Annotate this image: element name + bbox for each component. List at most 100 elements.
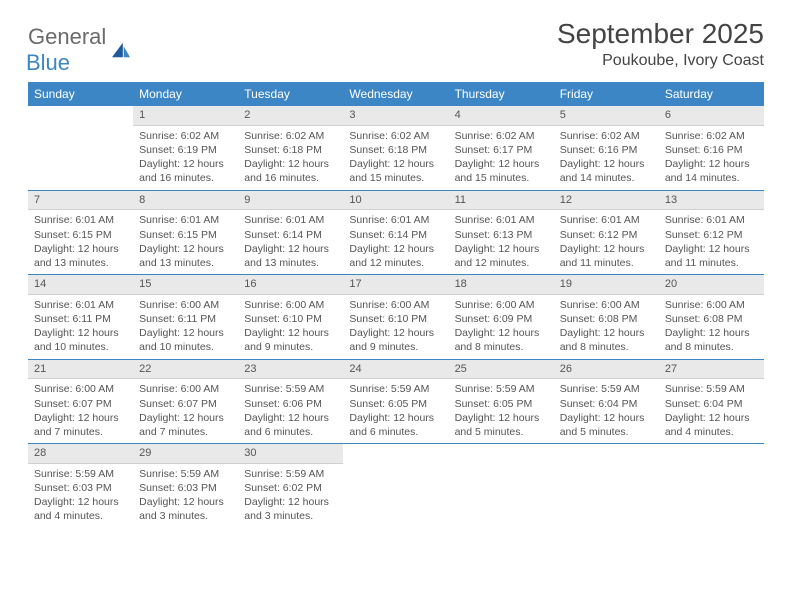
daylight-text: Daylight: 12 hours and 6 minutes. [244, 411, 337, 439]
sunrise-text: Sunrise: 6:01 AM [139, 213, 232, 227]
sunrise-text: Sunrise: 6:00 AM [455, 298, 548, 312]
calendar-day-cell: 21Sunrise: 6:00 AMSunset: 6:07 PMDayligh… [28, 359, 133, 444]
day-number: 11 [449, 191, 554, 211]
weekday-header: Friday [554, 82, 659, 106]
sunrise-text: Sunrise: 6:01 AM [665, 213, 758, 227]
daylight-text: Daylight: 12 hours and 11 minutes. [665, 242, 758, 270]
sunset-text: Sunset: 6:11 PM [139, 312, 232, 326]
day-number: 6 [659, 106, 764, 126]
day-number: 5 [554, 106, 659, 126]
sunrise-text: Sunrise: 6:00 AM [34, 382, 127, 396]
calendar-day-cell: 16Sunrise: 6:00 AMSunset: 6:10 PMDayligh… [238, 275, 343, 360]
sunrise-text: Sunrise: 6:02 AM [139, 129, 232, 143]
sunrise-text: Sunrise: 6:02 AM [244, 129, 337, 143]
day-details: Sunrise: 5:59 AMSunset: 6:06 PMDaylight:… [238, 379, 343, 443]
daylight-text: Daylight: 12 hours and 16 minutes. [139, 157, 232, 185]
weekday-header: Tuesday [238, 82, 343, 106]
day-details: Sunrise: 6:00 AMSunset: 6:08 PMDaylight:… [659, 295, 764, 359]
sunset-text: Sunset: 6:18 PM [244, 143, 337, 157]
calendar-day-cell: 11Sunrise: 6:01 AMSunset: 6:13 PMDayligh… [449, 190, 554, 275]
calendar-day-cell: 27Sunrise: 5:59 AMSunset: 6:04 PMDayligh… [659, 359, 764, 444]
sunrise-text: Sunrise: 6:02 AM [349, 129, 442, 143]
day-number: 23 [238, 360, 343, 380]
sunset-text: Sunset: 6:02 PM [244, 481, 337, 495]
day-details: Sunrise: 6:02 AMSunset: 6:19 PMDaylight:… [133, 126, 238, 190]
day-number: 26 [554, 360, 659, 380]
calendar-day-cell: 17Sunrise: 6:00 AMSunset: 6:10 PMDayligh… [343, 275, 448, 360]
month-title: September 2025 [557, 18, 764, 50]
sunset-text: Sunset: 6:12 PM [665, 228, 758, 242]
day-number: 28 [28, 444, 133, 464]
calendar-day-cell: 9Sunrise: 6:01 AMSunset: 6:14 PMDaylight… [238, 190, 343, 275]
day-number: 8 [133, 191, 238, 211]
calendar-day-cell: 24Sunrise: 5:59 AMSunset: 6:05 PMDayligh… [343, 359, 448, 444]
daylight-text: Daylight: 12 hours and 15 minutes. [455, 157, 548, 185]
day-details: Sunrise: 5:59 AMSunset: 6:02 PMDaylight:… [238, 464, 343, 528]
calendar-day-cell [343, 444, 448, 528]
sunset-text: Sunset: 6:10 PM [244, 312, 337, 326]
sunrise-text: Sunrise: 5:59 AM [34, 467, 127, 481]
page-header: General Blue September 2025 Poukoube, Iv… [28, 18, 764, 76]
sunrise-text: Sunrise: 5:59 AM [139, 467, 232, 481]
daylight-text: Daylight: 12 hours and 12 minutes. [455, 242, 548, 270]
sunrise-text: Sunrise: 6:01 AM [244, 213, 337, 227]
day-number: 19 [554, 275, 659, 295]
daylight-text: Daylight: 12 hours and 5 minutes. [560, 411, 653, 439]
day-number: 9 [238, 191, 343, 211]
daylight-text: Daylight: 12 hours and 13 minutes. [139, 242, 232, 270]
day-details: Sunrise: 6:00 AMSunset: 6:10 PMDaylight:… [238, 295, 343, 359]
sunset-text: Sunset: 6:14 PM [349, 228, 442, 242]
daylight-text: Daylight: 12 hours and 3 minutes. [139, 495, 232, 523]
daylight-text: Daylight: 12 hours and 4 minutes. [665, 411, 758, 439]
sunrise-text: Sunrise: 6:01 AM [34, 213, 127, 227]
day-details: Sunrise: 6:00 AMSunset: 6:08 PMDaylight:… [554, 295, 659, 359]
calendar-day-cell: 26Sunrise: 5:59 AMSunset: 6:04 PMDayligh… [554, 359, 659, 444]
weekday-header-row: Sunday Monday Tuesday Wednesday Thursday… [28, 82, 764, 106]
day-details: Sunrise: 5:59 AMSunset: 6:04 PMDaylight:… [659, 379, 764, 443]
calendar-week-row: 21Sunrise: 6:00 AMSunset: 6:07 PMDayligh… [28, 359, 764, 444]
day-details: Sunrise: 5:59 AMSunset: 6:03 PMDaylight:… [28, 464, 133, 528]
day-number: 1 [133, 106, 238, 126]
sunrise-text: Sunrise: 5:59 AM [244, 467, 337, 481]
sunset-text: Sunset: 6:10 PM [349, 312, 442, 326]
sunset-text: Sunset: 6:15 PM [34, 228, 127, 242]
calendar-day-cell: 8Sunrise: 6:01 AMSunset: 6:15 PMDaylight… [133, 190, 238, 275]
daylight-text: Daylight: 12 hours and 4 minutes. [34, 495, 127, 523]
calendar-day-cell: 25Sunrise: 5:59 AMSunset: 6:05 PMDayligh… [449, 359, 554, 444]
calendar-day-cell [28, 106, 133, 190]
calendar-day-cell [449, 444, 554, 528]
day-number: 14 [28, 275, 133, 295]
weekday-header: Saturday [659, 82, 764, 106]
day-number: 13 [659, 191, 764, 211]
sunrise-text: Sunrise: 6:00 AM [244, 298, 337, 312]
day-details: Sunrise: 5:59 AMSunset: 6:04 PMDaylight:… [554, 379, 659, 443]
sunset-text: Sunset: 6:13 PM [455, 228, 548, 242]
sunrise-text: Sunrise: 6:00 AM [349, 298, 442, 312]
daylight-text: Daylight: 12 hours and 8 minutes. [560, 326, 653, 354]
day-details: Sunrise: 6:01 AMSunset: 6:15 PMDaylight:… [28, 210, 133, 274]
calendar-day-cell: 20Sunrise: 6:00 AMSunset: 6:08 PMDayligh… [659, 275, 764, 360]
calendar-day-cell: 23Sunrise: 5:59 AMSunset: 6:06 PMDayligh… [238, 359, 343, 444]
day-details: Sunrise: 6:01 AMSunset: 6:13 PMDaylight:… [449, 210, 554, 274]
sunset-text: Sunset: 6:08 PM [665, 312, 758, 326]
calendar-day-cell: 6Sunrise: 6:02 AMSunset: 6:16 PMDaylight… [659, 106, 764, 190]
calendar-day-cell: 4Sunrise: 6:02 AMSunset: 6:17 PMDaylight… [449, 106, 554, 190]
brand-logo: General Blue [28, 18, 132, 76]
day-details: Sunrise: 6:02 AMSunset: 6:16 PMDaylight:… [659, 126, 764, 190]
calendar-day-cell: 19Sunrise: 6:00 AMSunset: 6:08 PMDayligh… [554, 275, 659, 360]
sunset-text: Sunset: 6:16 PM [560, 143, 653, 157]
day-details: Sunrise: 5:59 AMSunset: 6:05 PMDaylight:… [449, 379, 554, 443]
day-number: 7 [28, 191, 133, 211]
daylight-text: Daylight: 12 hours and 5 minutes. [455, 411, 548, 439]
day-number: 17 [343, 275, 448, 295]
calendar-week-row: 28Sunrise: 5:59 AMSunset: 6:03 PMDayligh… [28, 444, 764, 528]
location-label: Poukoube, Ivory Coast [557, 52, 764, 70]
sunset-text: Sunset: 6:17 PM [455, 143, 548, 157]
sunset-text: Sunset: 6:07 PM [139, 397, 232, 411]
calendar-day-cell: 5Sunrise: 6:02 AMSunset: 6:16 PMDaylight… [554, 106, 659, 190]
day-number: 12 [554, 191, 659, 211]
sunset-text: Sunset: 6:05 PM [455, 397, 548, 411]
logo-text-blue: Blue [26, 50, 70, 75]
calendar-week-row: 14Sunrise: 6:01 AMSunset: 6:11 PMDayligh… [28, 275, 764, 360]
day-details: Sunrise: 6:00 AMSunset: 6:09 PMDaylight:… [449, 295, 554, 359]
